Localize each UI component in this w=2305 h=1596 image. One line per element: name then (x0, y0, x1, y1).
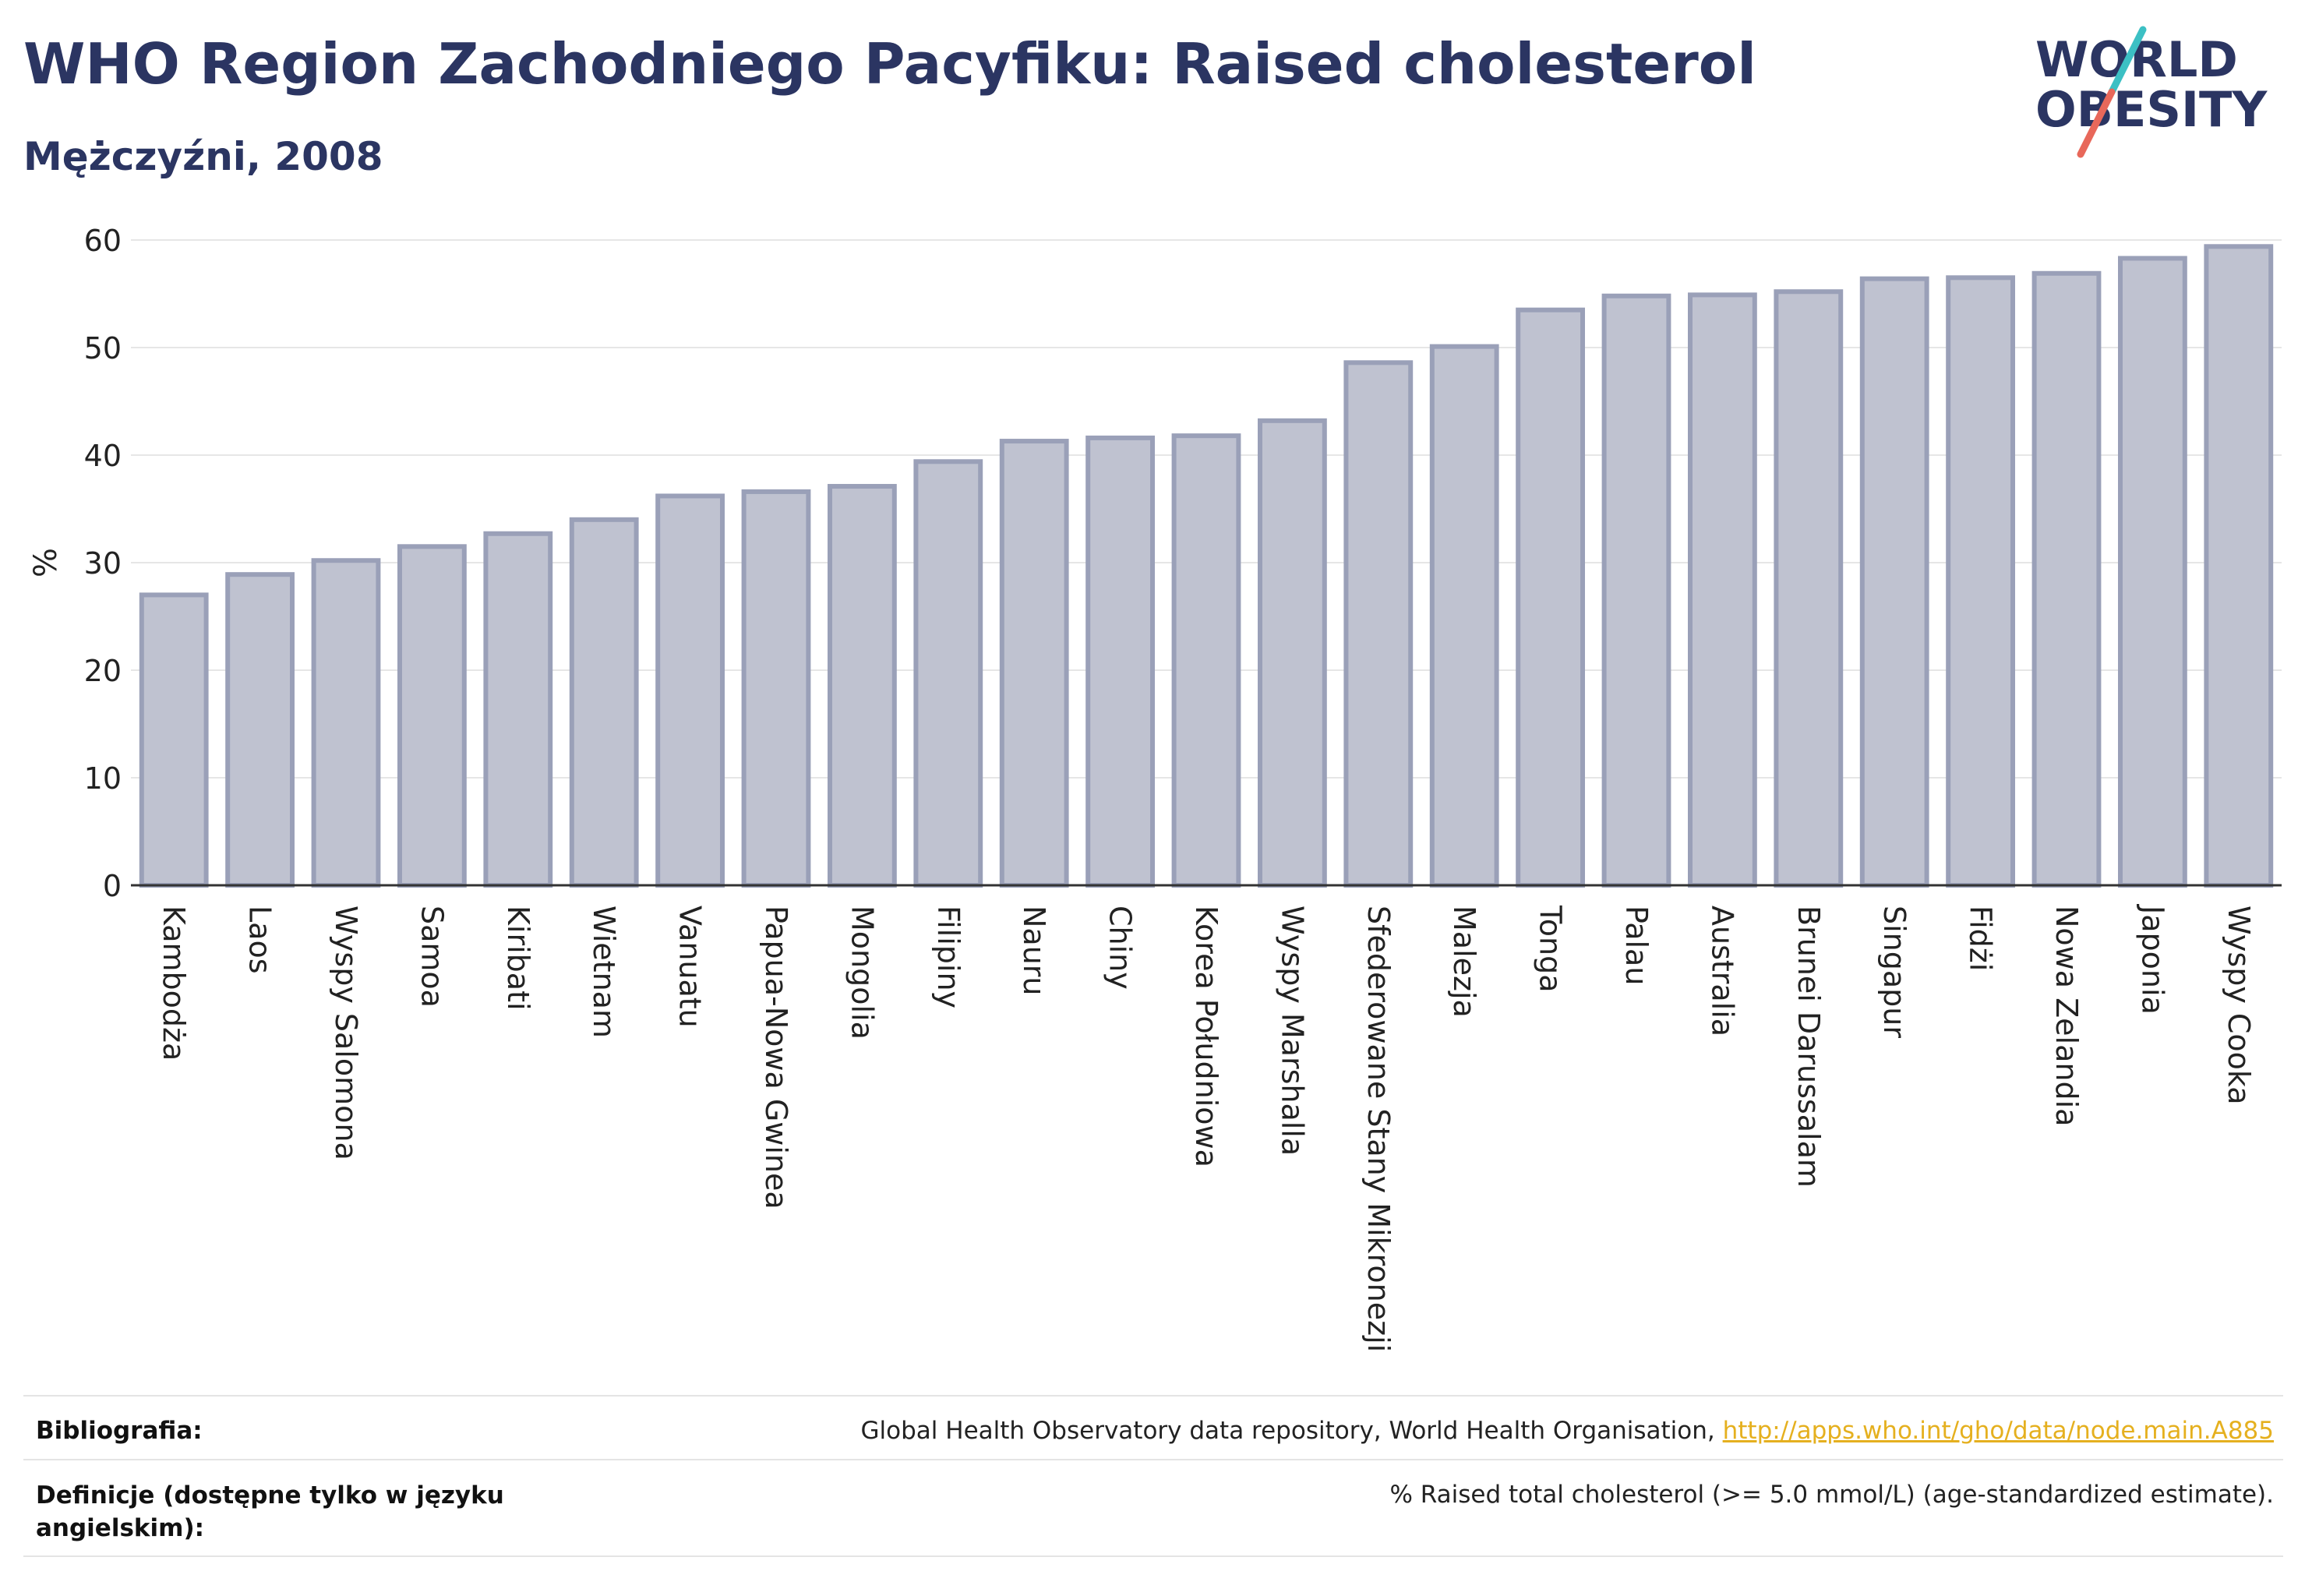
y-tick-label: 0 (103, 869, 122, 903)
bar-chart: 0 10 20 30 40 50 60% Kambodża Laos Wyspy Salomona… (28, 224, 2282, 1352)
bar (913, 459, 983, 888)
x-tick-label: Tonga (1534, 905, 1568, 993)
page-subtitle: Mężczyźni, 2008 (23, 134, 383, 179)
bar (655, 493, 725, 888)
logo-slash-coral (2077, 88, 2116, 158)
bar (1774, 289, 1844, 888)
bibliography-label: Bibliografia: (36, 1417, 203, 1445)
x-tick-label: Mongolia (845, 906, 879, 1040)
y-tick-label: 20 (84, 654, 122, 688)
x-tick-label: Singapur (1877, 906, 1911, 1038)
x-tick-label: Malezja (1447, 906, 1481, 1018)
x-tick-label: Vanuatu (673, 906, 708, 1028)
y-axis-label: % (28, 548, 64, 577)
x-tick-label: Korea Południowa (1189, 906, 1223, 1167)
footer-divider (23, 1395, 2283, 1396)
world-obesity-logo: WORLD OBESITY (2035, 26, 2268, 158)
logo-slash-teal (2108, 26, 2147, 96)
bar (1859, 276, 1929, 888)
bar (2031, 270, 2102, 888)
bar (397, 544, 467, 888)
bar (2204, 244, 2274, 888)
x-tick-label: Brunei Darussalam (1791, 906, 1826, 1188)
y-tick-label: 30 (84, 546, 122, 581)
bar (1085, 435, 1155, 888)
definition-text: % Raised total cholesterol (>= 5.0 mmol/… (1389, 1481, 2274, 1509)
bibliography-link[interactable]: http://apps.who.int/gho/data/node.main.A… (1722, 1417, 2274, 1445)
y-tick-label: 60 (84, 224, 122, 258)
bar (569, 517, 639, 888)
bar (1516, 307, 1585, 888)
x-tick-label: Nauru (1017, 906, 1051, 996)
bar (1343, 360, 1414, 888)
x-tick-label: Fidżi (1964, 906, 1998, 971)
bar (828, 484, 897, 888)
bar (483, 531, 553, 888)
bar (311, 558, 381, 888)
bar (225, 572, 295, 888)
page-title: WHO Region Zachodniego Pacyfiku: Raised … (23, 31, 1756, 97)
bar (1601, 293, 1671, 888)
x-tick-label: Wyspy Cooka (2222, 906, 2256, 1105)
bar (1946, 275, 2015, 888)
x-tick-label: Wyspy Marshalla (1275, 906, 1309, 1156)
x-tick-label: Kiribati (501, 906, 535, 1011)
x-tick-label: Japonia (2135, 904, 2169, 1015)
x-tick-label: Kambodża (157, 906, 191, 1061)
logo-word-obesity: OBESITY (2035, 81, 2268, 138)
bar (1258, 418, 1327, 888)
x-tick-label: Papua-Nowa Gwinea (759, 906, 793, 1209)
x-tick-label: Chiny (1103, 906, 1138, 990)
bibliography-text: Global Health Observatory data repositor… (860, 1417, 1723, 1445)
bar (741, 489, 811, 888)
x-tick-label: Wietnam (587, 906, 621, 1038)
y-tick-label: 10 (84, 761, 122, 796)
x-tick-label: Australia (1705, 906, 1739, 1036)
bar (2118, 256, 2187, 888)
bar (1171, 433, 1241, 888)
y-tick-label: 50 (84, 331, 122, 365)
x-tick-label: Samoa (415, 906, 449, 1008)
bar (1429, 344, 1499, 888)
footer-divider (23, 1459, 2283, 1460)
x-tick-label: Palau (1619, 906, 1654, 985)
y-tick-label: 40 (84, 439, 122, 473)
bibliography-value: Global Health Observatory data repositor… (861, 1417, 2274, 1445)
footer-divider (23, 1555, 2283, 1557)
x-tick-label: Laos (243, 906, 277, 974)
x-tick-label: Wyspy Salomona (329, 906, 363, 1160)
bar (999, 439, 1069, 888)
x-tick-label: Filipiny (931, 906, 965, 1008)
bar (139, 592, 209, 888)
x-tick-label: Nowa Zelandia (2049, 906, 2084, 1126)
x-tick-label: Sfederowane Stany Mikronezji (1361, 906, 1396, 1352)
definition-label: Definicje (dostępne tylko w języku angie… (36, 1481, 504, 1542)
bar (1688, 292, 1757, 888)
